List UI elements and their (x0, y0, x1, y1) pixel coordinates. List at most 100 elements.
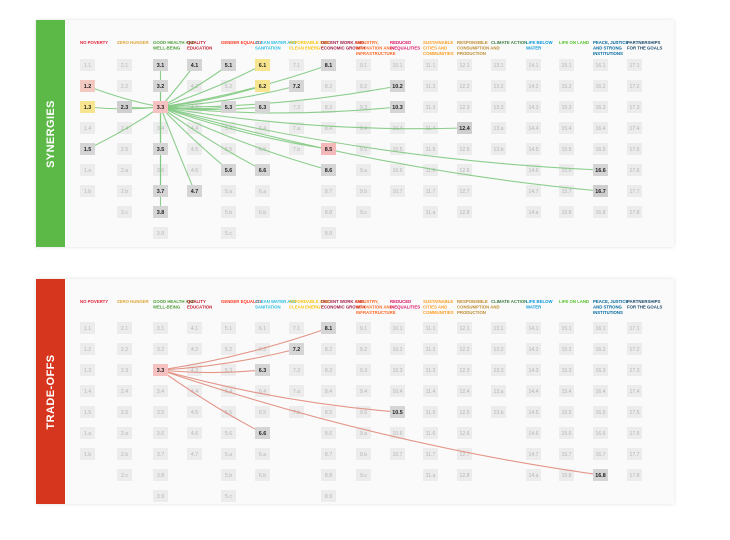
target-tile[interactable]: 13.1 (491, 59, 506, 71)
target-tile[interactable]: 15.3 (559, 364, 574, 376)
target-tile[interactable]: 14.5 (526, 406, 541, 418)
target-tile[interactable]: 14.a (526, 469, 541, 481)
target-tile[interactable]: 17.4 (627, 385, 642, 397)
target-tile[interactable]: 12.6 (457, 164, 472, 176)
target-tile[interactable]: 2.b (117, 185, 132, 197)
target-tile[interactable]: 5.a (221, 185, 236, 197)
target-tile[interactable]: 12.6 (457, 427, 472, 439)
target-tile[interactable]: 5.b (221, 469, 236, 481)
target-tile[interactable]: 15.8 (559, 206, 574, 218)
target-tile[interactable]: 3.7 (153, 448, 168, 460)
target-tile[interactable]: 6.b (255, 469, 270, 481)
target-tile[interactable]: 14.7 (526, 448, 541, 460)
target-tile[interactable]: 17.2 (627, 343, 642, 355)
target-tile[interactable]: 16.4 (593, 122, 608, 134)
highlighted-target[interactable]: 4.1 (187, 59, 202, 71)
highlighted-target[interactable]: 6.6 (255, 164, 270, 176)
target-tile[interactable]: 6.1 (255, 322, 270, 334)
target-tile[interactable]: 2.2 (117, 343, 132, 355)
highlighted-target[interactable]: 3.8 (153, 206, 168, 218)
target-tile[interactable]: 7.b (289, 143, 304, 155)
target-tile[interactable]: 2.a (117, 427, 132, 439)
target-tile[interactable]: 10.5 (390, 143, 405, 155)
target-tile[interactable]: 7.3 (289, 101, 304, 113)
target-tile[interactable]: 3.2 (153, 343, 168, 355)
target-tile[interactable]: 16.4 (593, 385, 608, 397)
target-tile[interactable]: 7.a (289, 385, 304, 397)
target-tile[interactable]: 17.7 (627, 448, 642, 460)
target-tile[interactable]: 1.5 (80, 406, 95, 418)
target-tile[interactable]: 16.1 (593, 322, 608, 334)
target-tile[interactable]: 5.1 (221, 322, 236, 334)
target-tile[interactable]: 3.1 (153, 322, 168, 334)
target-tile[interactable]: 12.1 (457, 322, 472, 334)
target-tile[interactable]: 9.5 (356, 143, 371, 155)
target-tile[interactable]: 10.7 (390, 448, 405, 460)
target-tile[interactable]: 17.5 (627, 143, 642, 155)
highlighted-target[interactable]: 8.1 (321, 322, 336, 334)
target-tile[interactable]: 1.2 (80, 343, 95, 355)
target-tile[interactable]: 11.1 (423, 59, 438, 71)
target-tile[interactable]: 15.5 (559, 406, 574, 418)
target-tile[interactable]: 10.4 (390, 385, 405, 397)
highlighted-target[interactable]: 1.3 (80, 101, 95, 113)
target-tile[interactable]: 16.3 (593, 101, 608, 113)
target-tile[interactable]: 10.7 (390, 185, 405, 197)
target-tile[interactable]: 5.c (221, 490, 236, 502)
target-tile[interactable]: 3.9 (153, 227, 168, 239)
target-tile[interactable]: 10.2 (390, 343, 405, 355)
highlighted-target[interactable]: 3.1 (153, 59, 168, 71)
target-tile[interactable]: 2.2 (117, 80, 132, 92)
target-tile[interactable]: 14.a (526, 206, 541, 218)
target-tile[interactable]: 8.7 (321, 448, 336, 460)
target-tile[interactable]: 13.b (491, 143, 506, 155)
target-tile[interactable]: 12.1 (457, 59, 472, 71)
target-tile[interactable]: 1.4 (80, 122, 95, 134)
highlighted-target[interactable]: 8.1 (321, 59, 336, 71)
target-tile[interactable]: 9.1 (356, 322, 371, 334)
highlighted-target[interactable]: 1.5 (80, 143, 95, 155)
highlighted-target[interactable]: 16.6 (593, 164, 608, 176)
highlighted-target[interactable]: 6.3 (255, 364, 270, 376)
target-tile[interactable]: 8.4 (321, 122, 336, 134)
target-tile[interactable]: 14.4 (526, 122, 541, 134)
highlighted-target[interactable]: 7.2 (289, 343, 304, 355)
target-tile[interactable]: 11.3 (423, 101, 438, 113)
target-tile[interactable]: 9.2 (356, 343, 371, 355)
target-tile[interactable]: 10.3 (390, 364, 405, 376)
target-tile[interactable]: 13.a (491, 385, 506, 397)
target-tile[interactable]: 9.3 (356, 364, 371, 376)
target-tile[interactable]: 12.2 (457, 80, 472, 92)
target-tile[interactable]: 15.1 (559, 59, 574, 71)
target-tile[interactable]: 16.1 (593, 59, 608, 71)
target-tile[interactable]: 7.a (289, 122, 304, 134)
target-tile[interactable]: 15.7 (559, 448, 574, 460)
target-tile[interactable]: 4.7 (187, 448, 202, 460)
target-tile[interactable]: 17.7 (627, 185, 642, 197)
target-tile[interactable]: 8.2 (321, 80, 336, 92)
target-tile[interactable]: 8.2 (321, 343, 336, 355)
target-tile[interactable]: 15.2 (559, 80, 574, 92)
target-tile[interactable]: 15.5 (559, 143, 574, 155)
target-tile[interactable]: 2.1 (117, 322, 132, 334)
target-tile[interactable]: 12.5 (457, 406, 472, 418)
target-tile[interactable]: 17.1 (627, 322, 642, 334)
target-tile[interactable]: 12.4 (457, 385, 472, 397)
target-tile[interactable]: 8.5 (321, 406, 336, 418)
target-tile[interactable]: 16.6 (593, 427, 608, 439)
target-tile[interactable]: 11.4 (423, 122, 438, 134)
target-tile[interactable]: 14.6 (526, 164, 541, 176)
target-tile[interactable]: 11.a (423, 206, 438, 218)
target-tile[interactable]: 12.5 (457, 143, 472, 155)
target-tile[interactable]: 1.b (80, 448, 95, 460)
target-tile[interactable]: 16.7 (593, 448, 608, 460)
target-tile[interactable]: 16.5 (593, 406, 608, 418)
target-tile[interactable]: 11.2 (423, 80, 438, 92)
highlighted-target[interactable]: 10.2 (390, 80, 405, 92)
target-tile[interactable]: 3.5 (153, 406, 168, 418)
target-tile[interactable]: 15.6 (559, 427, 574, 439)
target-tile[interactable]: 17.1 (627, 59, 642, 71)
target-tile[interactable]: 1.a (80, 164, 95, 176)
target-tile[interactable]: 12.3 (457, 364, 472, 376)
target-tile[interactable]: 4.2 (187, 343, 202, 355)
